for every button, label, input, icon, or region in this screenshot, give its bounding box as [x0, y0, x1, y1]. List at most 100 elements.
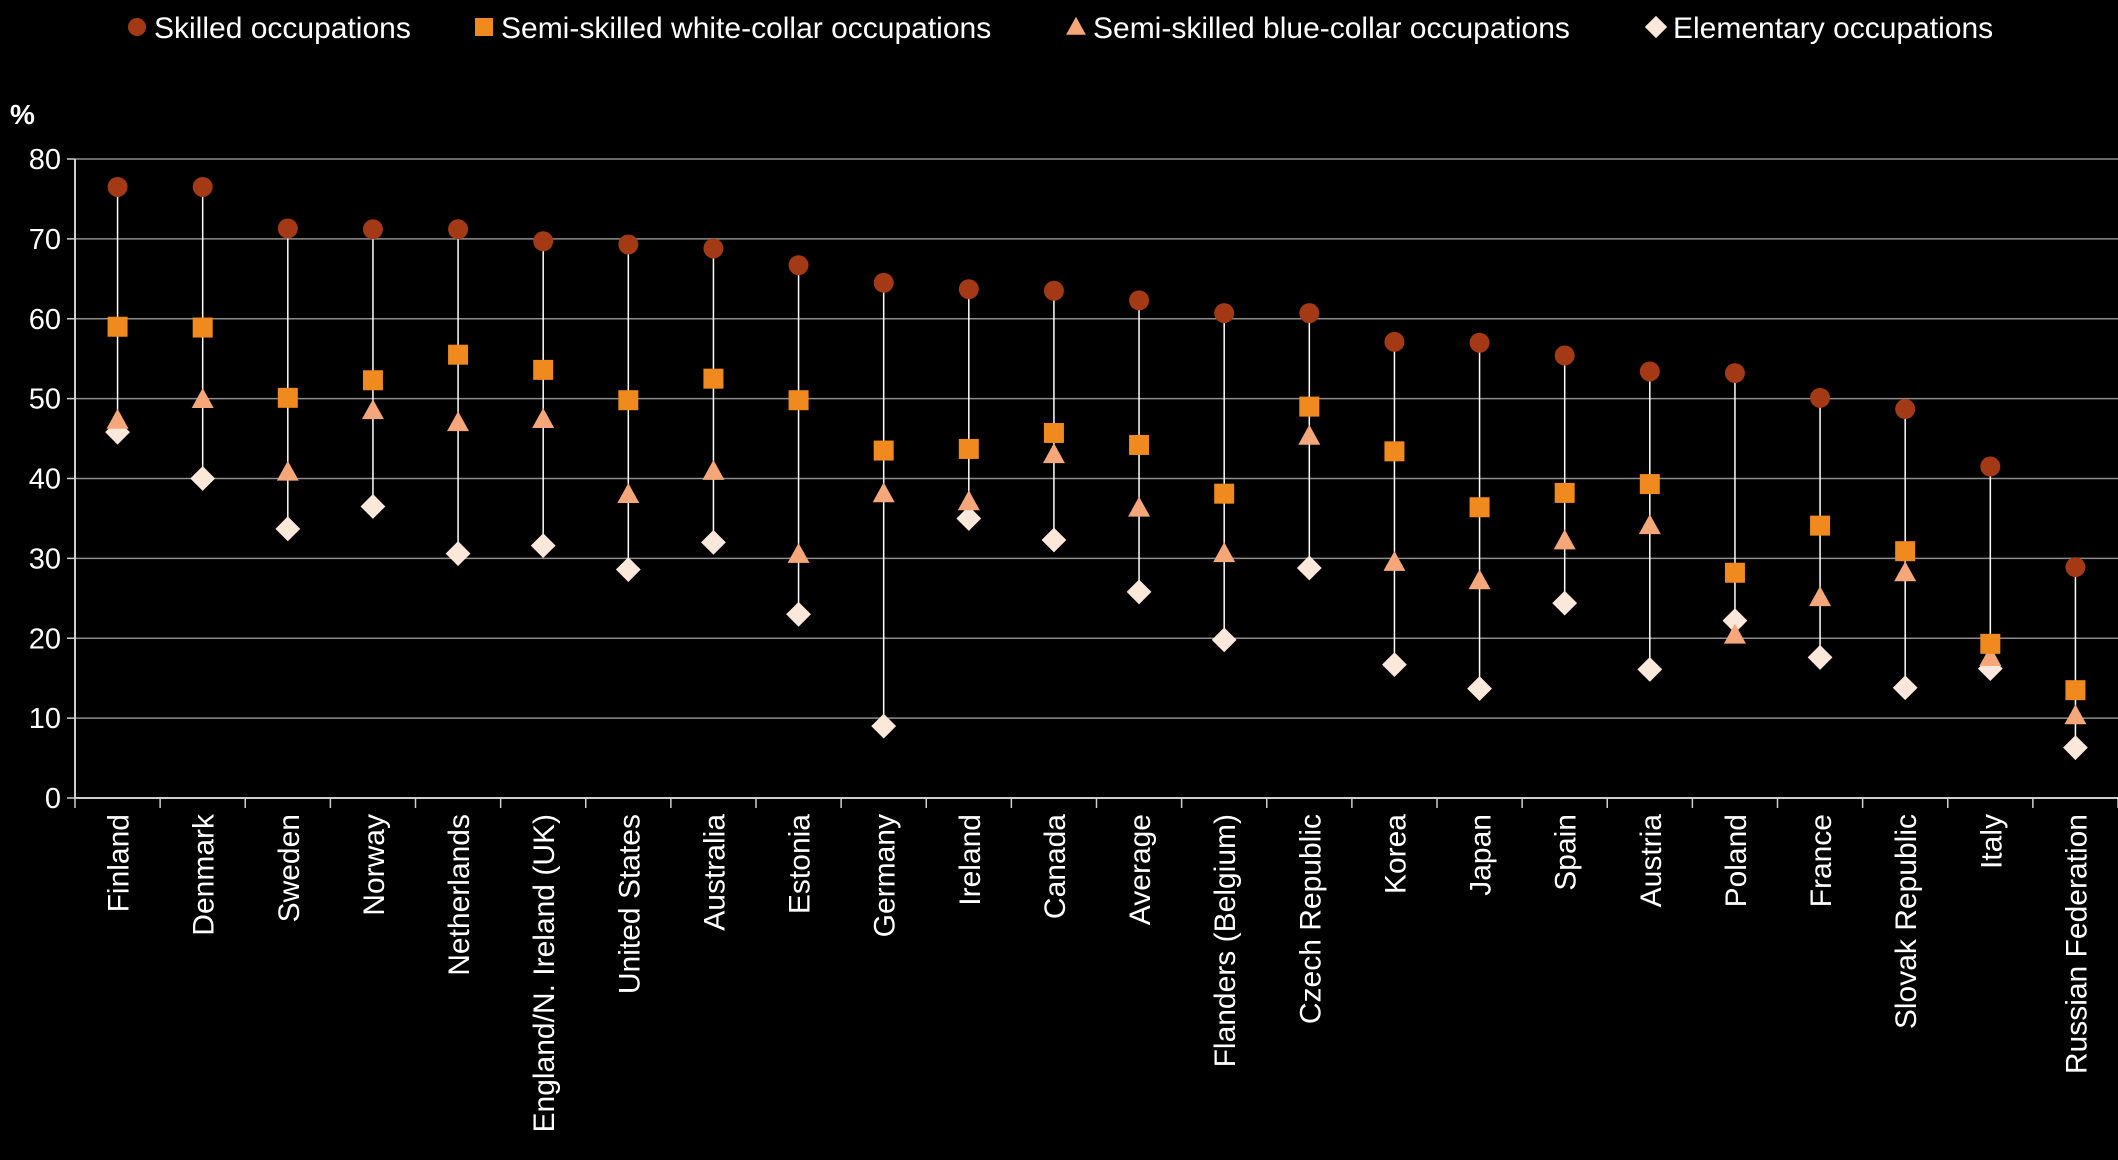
- x-axis-category-labels: Finland Denmark Sweden Norway Netherlands Eng…: [103, 813, 2094, 1132]
- data-point-circle: [1214, 303, 1235, 324]
- category-label: Sweden: [273, 814, 306, 922]
- data-markers: [105, 176, 2088, 761]
- category-label: Slovak Republic: [1890, 814, 1923, 1029]
- data-point-circle: [788, 255, 809, 276]
- data-point-square: [788, 390, 809, 411]
- data-point-circle: [958, 279, 979, 300]
- data-point-diamond: [1041, 527, 1067, 553]
- data-point-square: [362, 370, 383, 391]
- data-point-square: [448, 344, 469, 365]
- y-tick-label: 40: [29, 464, 61, 496]
- category-label: Russian Federation: [2060, 814, 2093, 1074]
- data-point-diamond: [2063, 735, 2088, 761]
- data-point-triangle: [617, 483, 640, 504]
- legend-marker-diamond: [1644, 15, 1668, 39]
- category-label: Norway: [358, 814, 391, 916]
- legend-item: Semi-skilled white-collar occupations: [475, 12, 991, 45]
- data-point-circle: [873, 272, 894, 293]
- data-point-square: [1384, 441, 1405, 462]
- data-point-circle: [2065, 557, 2086, 578]
- data-point-square: [533, 359, 554, 380]
- y-axis-ticks: 0 10 20 30 40 50 60 70 80: [29, 144, 75, 815]
- category-label: Italy: [1975, 814, 2008, 869]
- data-point-circle: [1469, 332, 1490, 353]
- series-circle-markers: [107, 176, 2086, 578]
- category-label: Estonia: [784, 814, 817, 914]
- data-point-diamond: [956, 506, 982, 531]
- data-point-triangle: [1042, 443, 1065, 464]
- data-point-circle: [1810, 387, 1831, 408]
- category-label: Czech Republic: [1294, 814, 1327, 1024]
- data-point-triangle: [106, 408, 129, 429]
- data-point-circle: [618, 234, 639, 255]
- data-point-triangle: [702, 459, 725, 480]
- category-label: Netherlands: [443, 814, 476, 976]
- data-point-square: [1810, 515, 1831, 536]
- data-point-square: [1299, 396, 1320, 417]
- legend-marker-circle: [128, 18, 146, 36]
- data-point-square: [873, 440, 894, 461]
- data-point-triangle: [872, 482, 895, 503]
- category-label: Average: [1124, 814, 1157, 925]
- data-point-diamond: [530, 533, 556, 558]
- category-label: Spain: [1550, 814, 1583, 891]
- data-point-square: [1043, 422, 1064, 443]
- data-point-square: [277, 387, 298, 408]
- data-point-square: [1895, 541, 1916, 562]
- data-point-diamond: [1296, 555, 1322, 581]
- data-point-diamond: [445, 541, 471, 566]
- data-point-triangle: [1979, 646, 2002, 666]
- data-point-diamond: [615, 557, 641, 582]
- data-point-circle: [107, 176, 128, 197]
- data-point-circle: [1895, 399, 1916, 420]
- axes: [74, 159, 2118, 808]
- data-point-diamond: [1807, 645, 1833, 670]
- data-point-diamond: [360, 494, 386, 519]
- data-point-square: [618, 390, 639, 411]
- data-point-triangle: [532, 407, 555, 428]
- series-diamond-markers: [105, 419, 2088, 761]
- data-point-square: [1214, 483, 1235, 504]
- category-label: Australia: [698, 814, 731, 931]
- data-point-diamond: [786, 601, 811, 627]
- category-label: Japan: [1465, 814, 1498, 896]
- legend: Skilled occupations Semi-skilled white-co…: [128, 12, 1993, 45]
- data-point-triangle: [276, 460, 299, 481]
- data-point-square: [2065, 680, 2086, 701]
- y-tick-label: 0: [45, 783, 61, 815]
- legend-item: Skilled occupations: [128, 12, 411, 45]
- y-tick-label: 30: [29, 543, 61, 575]
- data-point-diamond: [1467, 676, 1492, 701]
- legend-label: Semi-skilled blue-collar occupations: [1093, 12, 1570, 45]
- data-point-circle: [448, 219, 469, 240]
- data-point-triangle: [1298, 424, 1321, 445]
- series-triangle-markers: [106, 388, 2087, 725]
- category-label: Poland: [1720, 814, 1753, 907]
- data-point-triangle: [787, 542, 810, 563]
- y-tick-label: 80: [29, 144, 61, 176]
- data-point-triangle: [191, 388, 214, 408]
- data-point-diamond: [1552, 590, 1578, 616]
- y-axis-unit-label: %: [10, 99, 35, 130]
- data-point-triangle: [1128, 496, 1151, 517]
- data-point-diamond: [1382, 652, 1407, 678]
- data-point-diamond: [1126, 579, 1152, 605]
- category-label: France: [1805, 814, 1838, 907]
- data-point-circle: [277, 218, 298, 239]
- data-point-triangle: [2064, 704, 2087, 725]
- data-point-circle: [533, 231, 554, 252]
- data-point-diamond: [1722, 608, 1748, 634]
- data-point-square: [192, 317, 213, 338]
- category-label: Canada: [1039, 814, 1072, 919]
- data-point-square: [1639, 474, 1660, 495]
- data-point-triangle: [1809, 586, 1832, 607]
- data-point-circle: [703, 238, 724, 259]
- data-point-triangle: [447, 411, 470, 432]
- data-point-triangle: [1553, 529, 1576, 550]
- data-point-square: [1554, 482, 1575, 503]
- category-label: Austria: [1635, 814, 1668, 908]
- data-point-triangle: [957, 490, 980, 511]
- data-point-circle: [1724, 363, 1745, 384]
- category-label: Ireland: [954, 814, 987, 906]
- data-point-circle: [362, 219, 383, 240]
